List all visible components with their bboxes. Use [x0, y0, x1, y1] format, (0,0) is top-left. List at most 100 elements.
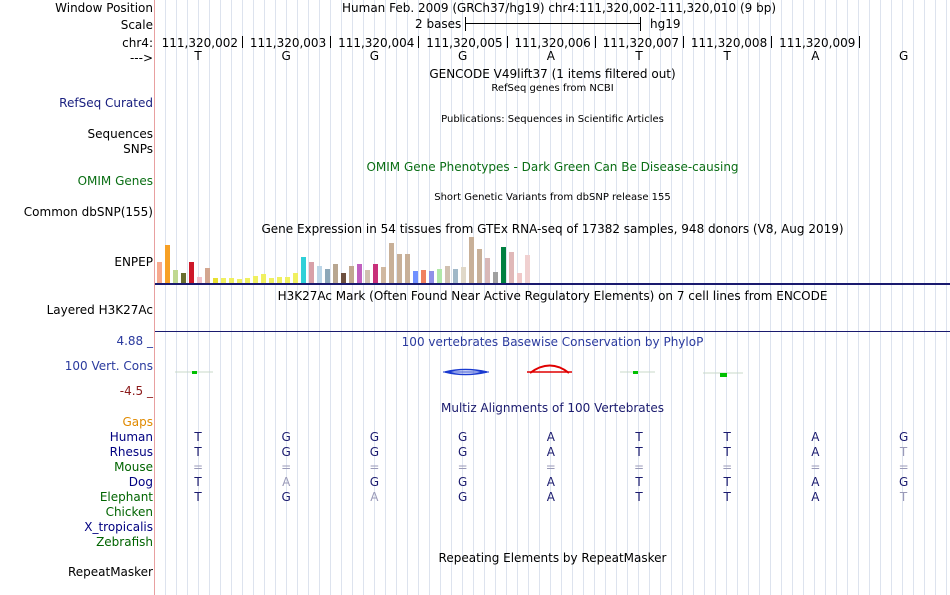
gtex-tissue-bar[interactable] [293, 273, 298, 283]
grid-line [693, 0, 694, 595]
omim-genes-label[interactable]: OMIM Genes [77, 174, 153, 188]
grid-line [176, 0, 177, 595]
gtex-tissue-bar[interactable] [285, 277, 290, 283]
ruler-tick [683, 36, 684, 48]
gtex-tissue-bar[interactable] [421, 270, 426, 283]
gtex-tissue-bar[interactable] [397, 254, 402, 283]
gtex-tissue-bar[interactable] [453, 269, 458, 283]
gtex-tissue-bar[interactable] [277, 277, 282, 283]
gtex-tissue-bar[interactable] [373, 264, 378, 283]
gtex-tissue-bar[interactable] [325, 269, 330, 283]
reference-base: G [898, 49, 909, 63]
gtex-tissue-bar[interactable] [381, 267, 386, 283]
alignment-base: = [369, 460, 380, 474]
grid-line [297, 0, 298, 595]
grid-line [341, 0, 342, 595]
grid-line [638, 0, 639, 595]
gtex-tissue-bar[interactable] [509, 252, 514, 283]
grid-line [495, 0, 496, 595]
grid-line [627, 0, 628, 595]
grid-line [836, 0, 837, 595]
gtex-tissue-bar[interactable] [389, 243, 394, 283]
gtex-tissue-bar[interactable] [269, 278, 274, 283]
gencode-track-title[interactable]: GENCODE V49lift37 (1 items filtered out) [429, 67, 676, 81]
gtex-tissue-bar[interactable] [253, 276, 258, 283]
alignment-base: G [281, 445, 291, 459]
gtex-tissue-bar[interactable] [445, 266, 450, 283]
gtex-tissue-bar[interactable] [493, 272, 498, 283]
species-label-dog[interactable]: Dog [128, 475, 153, 489]
alignment-base: G [457, 475, 468, 489]
alignment-base: A [370, 490, 379, 504]
species-label-elephant[interactable]: Elephant [99, 490, 153, 504]
gtex-tissue-bar[interactable] [165, 245, 170, 283]
species-label-mouse[interactable]: Mouse [114, 460, 153, 474]
grid-line [770, 0, 771, 595]
alignment-base: T [194, 445, 202, 459]
gtex-tissue-bar[interactable] [213, 278, 218, 283]
gtex-bar-chart[interactable] [156, 236, 536, 283]
species-label-x_tropicalis[interactable]: X_tropicalis [84, 520, 153, 534]
ruler-position-label: 111,320,009 [779, 36, 856, 50]
gtex-tissue-bar[interactable] [525, 255, 530, 283]
gtex-tissue-bar[interactable] [173, 270, 178, 283]
gtex-tissue-bar[interactable] [341, 273, 346, 283]
alignment-base: T [635, 445, 643, 459]
gtex-tissue-bar[interactable] [477, 249, 482, 283]
ruler-position-label: 111,320,003 [249, 36, 327, 50]
species-label-zebrafish[interactable]: Zebrafish [96, 535, 153, 549]
gtex-tissue-bar[interactable] [229, 278, 234, 283]
gtex-gene-label[interactable]: ENPEP [114, 255, 153, 269]
gtex-tissue-bar[interactable] [333, 264, 338, 283]
grid-line [583, 0, 584, 595]
grid-line [715, 0, 716, 595]
gtex-tissue-bar[interactable] [437, 269, 442, 283]
gtex-tissue-bar[interactable] [485, 258, 490, 283]
gtex-tissue-bar[interactable] [181, 273, 186, 283]
position-ruler[interactable]: 111,320,002 111,320,003 111,320,004 111,320… [0, 36, 950, 50]
h3k27ac-track-title: H3K27Ac Mark (Often Found Near Active Re… [277, 289, 828, 303]
gtex-tissue-bar[interactable] [301, 257, 306, 283]
species-label-human[interactable]: Human [109, 430, 153, 444]
gtex-tissue-bar[interactable] [221, 278, 226, 283]
grid-line [319, 0, 320, 595]
layered-h3k27ac-label[interactable]: Layered H3K27Ac [46, 303, 153, 317]
gtex-tissue-bar[interactable] [517, 273, 522, 283]
gtex-tissue-bar[interactable] [197, 277, 202, 283]
alignment-base: G [369, 445, 380, 459]
gtex-tissue-bar[interactable] [317, 266, 322, 283]
sequences-label[interactable]: Sequences [87, 127, 153, 141]
gtex-tissue-bar[interactable] [205, 268, 210, 283]
gtex-tissue-bar[interactable] [501, 247, 506, 283]
gtex-tissue-bar[interactable] [309, 262, 314, 283]
100-vert-cons-label[interactable]: 100 Vert. Cons [64, 359, 153, 373]
common-dbsnp-label[interactable]: Common dbSNP(155) [23, 205, 153, 219]
gtex-tissue-bar[interactable] [189, 262, 194, 283]
alignment-base: A [811, 430, 820, 444]
gtex-tissue-bar[interactable] [349, 266, 354, 283]
gtex-tissue-bar[interactable] [237, 279, 242, 283]
reference-base: T [723, 49, 731, 63]
grid-line [803, 0, 804, 595]
grid-line [704, 0, 705, 595]
gtex-tissue-bar[interactable] [405, 254, 410, 283]
species-label-chicken[interactable]: Chicken [105, 505, 153, 519]
repeatmasker-label[interactable]: RepeatMasker [67, 565, 153, 579]
assembly-position-text[interactable]: Human Feb. 2009 (GRCh37/hg19) chr4:111,3… [342, 1, 777, 15]
refseq-curated-label[interactable]: RefSeq Curated [59, 96, 153, 110]
species-label-rhesus[interactable]: Rhesus [109, 445, 153, 459]
gaps-label[interactable]: Gaps [122, 415, 153, 429]
gtex-tissue-bar[interactable] [413, 271, 418, 283]
snps-label[interactable]: SNPs [123, 142, 153, 156]
gtex-tissue-bar[interactable] [429, 271, 434, 283]
gtex-tissue-bar[interactable] [357, 264, 362, 283]
dbsnp-track-subtitle: Short Genetic Variants from dbSNP releas… [434, 192, 671, 203]
gtex-tissue-bar[interactable] [245, 278, 250, 283]
gtex-tissue-bar[interactable] [461, 267, 466, 283]
gtex-tissue-bar[interactable] [157, 262, 162, 283]
gtex-tissue-bar[interactable] [469, 237, 474, 283]
gtex-tissue-bar[interactable] [365, 270, 370, 283]
alignment-base: A [546, 445, 555, 459]
gtex-tissue-bar[interactable] [261, 274, 266, 283]
